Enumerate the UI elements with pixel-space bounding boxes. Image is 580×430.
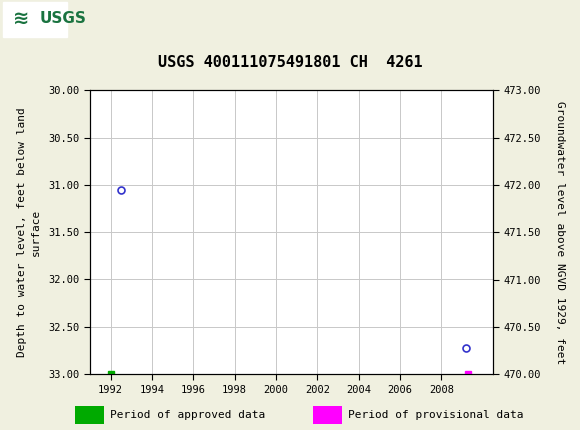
Text: USGS: USGS bbox=[39, 11, 86, 26]
Y-axis label: Groundwater level above NGVD 1929, feet: Groundwater level above NGVD 1929, feet bbox=[555, 101, 565, 364]
Text: ≋: ≋ bbox=[13, 9, 29, 28]
Text: Period of provisional data: Period of provisional data bbox=[348, 410, 524, 420]
Bar bbox=[3, 2, 67, 37]
Y-axis label: Depth to water level, feet below land
surface: Depth to water level, feet below land su… bbox=[17, 108, 41, 357]
Text: USGS 400111075491801 CH  4261: USGS 400111075491801 CH 4261 bbox=[158, 55, 422, 70]
Text: Period of approved data: Period of approved data bbox=[110, 410, 266, 420]
